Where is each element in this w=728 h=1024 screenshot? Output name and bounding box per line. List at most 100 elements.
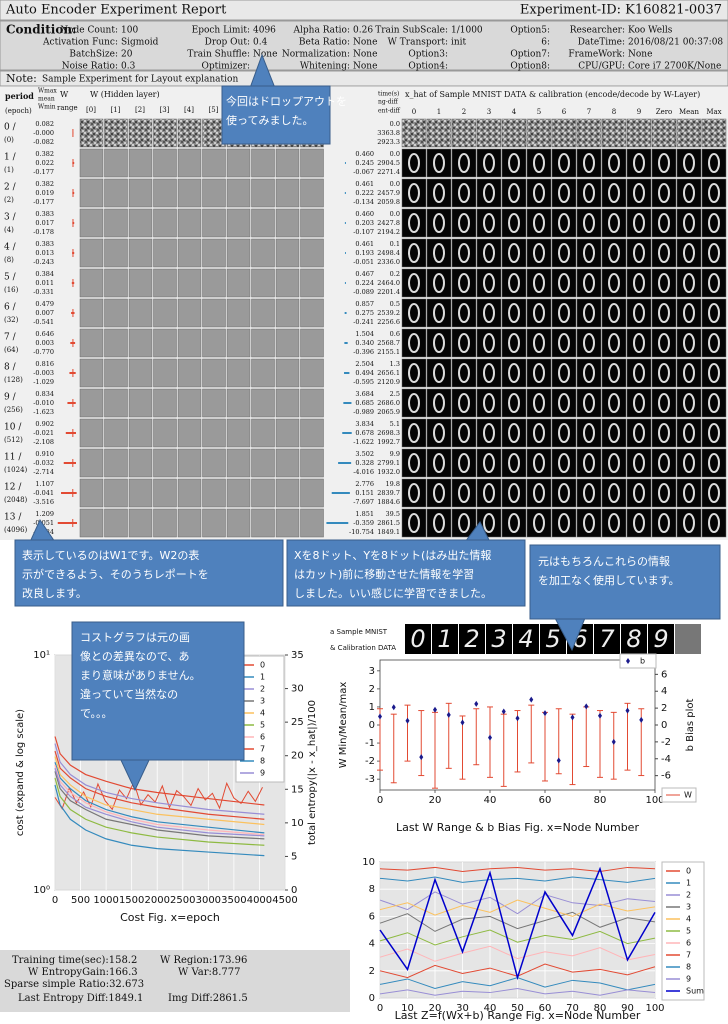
- hidden-tile: [275, 358, 300, 388]
- xhat-glyph: [508, 333, 520, 353]
- xhat-glyph: [508, 513, 520, 533]
- hidden-tile: [300, 268, 324, 298]
- xhat-glyph: [683, 363, 695, 383]
- xhat-glyph: [483, 363, 495, 383]
- xhat-glyph: [583, 513, 595, 533]
- diff-stat: 2256.6: [377, 318, 400, 326]
- hidden-tile: [128, 328, 153, 358]
- stat-key: W Var:: [178, 967, 212, 978]
- diff-stat: 2155.1: [377, 348, 400, 356]
- hidden-tile: [300, 178, 324, 208]
- col-header: 6: [562, 108, 567, 116]
- stat-value: 158.2: [109, 955, 138, 966]
- period: 4 /: [4, 243, 17, 253]
- hidden-tile: [275, 388, 300, 418]
- col-header: 9: [637, 108, 641, 116]
- hidden-tile: [251, 268, 275, 298]
- hidden-tile: [251, 238, 275, 268]
- xhat-glyph: [508, 303, 520, 323]
- xhat-glyph: [583, 363, 595, 383]
- hidden-tile: [300, 388, 324, 418]
- hidden-tile: [104, 268, 128, 298]
- b-point: [584, 703, 589, 710]
- w-stat: 0.017: [35, 219, 54, 227]
- hidden-tile: [251, 418, 275, 448]
- stat: W Region:173.96: [160, 955, 247, 966]
- hidden-tile: [275, 478, 300, 508]
- hidden-tile: [275, 328, 300, 358]
- period: 5 /: [4, 273, 17, 283]
- diff-stat: 2923.3: [377, 138, 400, 146]
- hidden-tile: [153, 298, 177, 328]
- col-header: (epoch): [5, 107, 32, 115]
- period: 13 /: [4, 513, 22, 523]
- condition-value: None: [353, 50, 377, 60]
- y2-tick-label: 35: [291, 650, 304, 661]
- xhat-glyph: [633, 273, 645, 293]
- condition-key: FrameWork:: [568, 50, 625, 60]
- xhat-glyph: [533, 363, 545, 383]
- digit-tile: [648, 624, 674, 654]
- xhat-glyph: [483, 243, 495, 263]
- hidden-tile: [251, 178, 275, 208]
- xhat-glyph: [583, 333, 595, 353]
- col-header: Wmin: [38, 104, 56, 111]
- b-stat: 0.328: [355, 459, 374, 467]
- xhat-glyph: [658, 243, 670, 263]
- w-stat: -0.041: [33, 489, 54, 497]
- xhat-glyph: [533, 213, 545, 233]
- legend-label: W: [684, 791, 692, 800]
- hidden-tile: [226, 508, 251, 538]
- hidden-tile: [251, 388, 275, 418]
- condition-key: Activation Func:: [42, 38, 118, 48]
- xhat-glyph: [483, 183, 495, 203]
- hidden-tile: [300, 418, 324, 448]
- hidden-tile: [128, 118, 153, 148]
- legend-label: 1: [686, 879, 691, 888]
- hidden-tile: [177, 298, 202, 328]
- col-header: mean: [38, 96, 55, 103]
- xhat-glyph: [433, 513, 445, 533]
- xhat-glyph: [408, 483, 420, 503]
- y-tick-label: 10¹: [33, 650, 50, 661]
- z-line: [379, 911, 656, 932]
- y-tick-label: 2: [369, 966, 375, 977]
- xhat-glyph: [708, 273, 720, 293]
- col-header: [2]: [135, 106, 145, 114]
- callout-text: で。。。: [80, 707, 113, 720]
- condition-key: Option8:: [510, 62, 550, 72]
- b-point: [391, 704, 396, 711]
- b-stat: 2.504: [355, 360, 374, 368]
- b-stat: -1.622: [353, 438, 374, 446]
- w-stat: 0.479: [35, 300, 54, 308]
- diff-stat: 0.1: [390, 240, 400, 248]
- xhat-glyph: [508, 153, 520, 173]
- hidden-tile: [226, 238, 251, 268]
- xhat-glyph: [558, 303, 570, 323]
- hidden-tile: [275, 208, 300, 238]
- xhat-glyph: [633, 153, 645, 173]
- condition-value: Koo Wells: [628, 26, 673, 36]
- legend-label: 0: [686, 867, 691, 876]
- z-line: [379, 929, 656, 946]
- w-stat: 0.816: [35, 360, 54, 368]
- period: 6 /: [4, 303, 17, 313]
- epoch: (4096): [4, 526, 28, 534]
- diff-stat: 2059.8: [377, 198, 400, 206]
- b-stat: 0.203: [355, 219, 374, 227]
- period: 0 /: [4, 123, 17, 133]
- w-stat: 0.834: [35, 390, 54, 398]
- xhat-tile: [626, 118, 652, 148]
- hidden-tile: [177, 328, 202, 358]
- hidden-tile: [226, 388, 251, 418]
- hidden-tile: [300, 328, 324, 358]
- col-header: Mean: [679, 108, 699, 116]
- hidden-tile: [251, 298, 275, 328]
- w-stat: -0.021: [33, 429, 54, 437]
- xhat-tile: [651, 118, 677, 148]
- y2-tick-label: 4: [661, 686, 667, 697]
- xhat-glyph: [458, 183, 470, 203]
- diff-stat: 2539.2: [377, 309, 400, 317]
- xhat-glyph: [608, 393, 620, 413]
- xhat-glyph: [683, 423, 695, 443]
